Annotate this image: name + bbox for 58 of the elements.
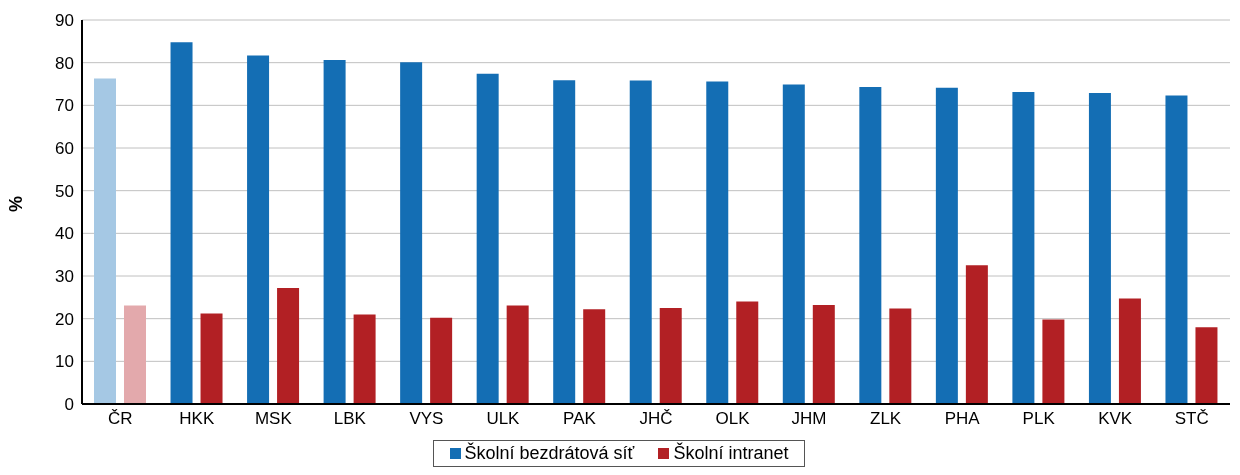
bar	[1012, 92, 1035, 404]
bar	[1088, 92, 1111, 404]
y-tick-label: 90	[55, 11, 74, 31]
bar	[706, 81, 729, 404]
bar	[812, 305, 835, 404]
bar	[659, 308, 682, 404]
x-tick-label: LBK	[333, 409, 367, 429]
y-tick-label: 80	[55, 53, 74, 73]
y-tick-label: 50	[55, 181, 74, 201]
y-axis-title: %	[6, 195, 27, 212]
bar	[170, 42, 193, 404]
bar	[1195, 327, 1218, 404]
y-tick-label: 0	[64, 395, 74, 415]
legend-label: Školní bezdrátová síť	[463, 443, 635, 464]
x-tick-label: VYS	[409, 409, 444, 429]
x-tick-label: HKK	[179, 409, 215, 429]
y-tick-label: 40	[55, 224, 74, 244]
y-tick-label: 60	[55, 139, 74, 159]
bar	[935, 87, 958, 404]
x-tick-label: ZLK	[870, 409, 902, 429]
bar	[553, 80, 576, 404]
x-tick-label: PLK	[1022, 409, 1056, 429]
bar	[124, 305, 146, 404]
bar	[1042, 319, 1065, 404]
bar	[94, 78, 116, 404]
legend-label: Školní intranet	[672, 443, 789, 464]
x-tick-label: JHM	[791, 409, 827, 429]
bar	[400, 62, 423, 404]
y-tick-label: 20	[55, 309, 74, 329]
bar	[247, 55, 270, 404]
bar	[629, 80, 652, 404]
x-tick-label: MSK	[254, 409, 293, 429]
y-tick-label: 10	[55, 352, 74, 372]
x-tick-label: KVK	[1098, 409, 1133, 429]
bar	[277, 287, 300, 404]
x-tick-label: ULK	[486, 409, 521, 429]
bar	[200, 313, 223, 404]
x-tick-label: ČR	[107, 409, 133, 429]
bar	[782, 84, 805, 404]
bar	[323, 60, 346, 404]
bar	[1118, 298, 1141, 404]
y-tick-label: 30	[55, 267, 74, 287]
bar	[583, 309, 606, 404]
x-tick-label: PHA	[944, 409, 981, 429]
bar	[430, 317, 453, 404]
bar	[353, 314, 376, 404]
bar	[889, 308, 912, 404]
x-tick-label: OLK	[715, 409, 751, 429]
bar	[476, 73, 499, 404]
bar	[736, 301, 759, 404]
bar	[506, 305, 529, 404]
bar	[859, 86, 882, 404]
x-tick-label: JHČ	[639, 409, 673, 429]
y-tick-label: 70	[55, 96, 74, 116]
bar	[1165, 95, 1188, 404]
x-tick-label: PAK	[563, 409, 597, 429]
x-tick-label: STČ	[1174, 409, 1209, 429]
bar	[965, 265, 988, 404]
